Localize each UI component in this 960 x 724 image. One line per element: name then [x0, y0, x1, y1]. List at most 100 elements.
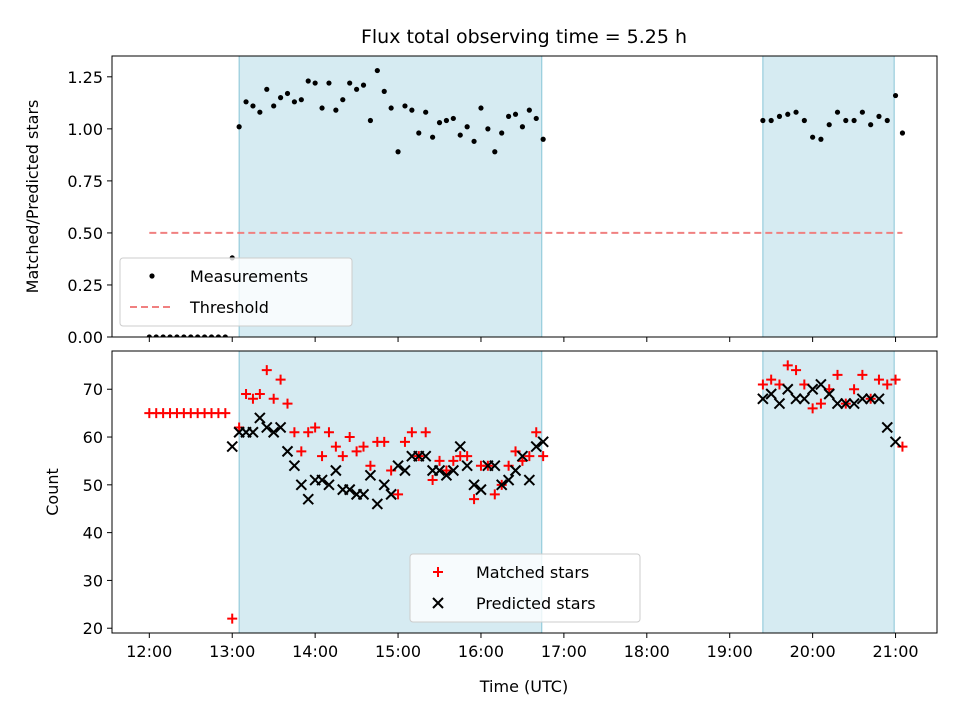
measurement-point	[305, 78, 311, 84]
top-y-axis-label: Matched/Predicted stars	[23, 100, 42, 294]
matched-star-point	[406, 427, 417, 438]
measurement-point	[793, 109, 799, 115]
measurement-point	[388, 105, 394, 111]
measurement-point	[899, 130, 906, 136]
predicted-star-point	[261, 421, 273, 434]
predicted-star-point	[509, 464, 522, 477]
matched-star-point	[890, 374, 901, 385]
predicted-star-point	[288, 460, 301, 472]
matched-star-point	[344, 432, 355, 443]
x-tick-label: 17:00	[541, 642, 587, 661]
measurement-point	[374, 67, 380, 74]
bottom-y-tick-label: 70	[83, 380, 103, 399]
matched-star-point	[227, 613, 238, 624]
x-tick-label: 16:00	[458, 642, 504, 661]
bottom-y-tick-label: 60	[83, 428, 103, 447]
matched-star-point	[268, 393, 279, 404]
matched-star-point	[849, 384, 860, 395]
measurement-point	[785, 111, 791, 117]
predicted-star-point	[226, 440, 238, 453]
legend-label: Matched stars	[476, 563, 589, 582]
predicted-star-point	[537, 436, 549, 448]
x-tick-label: 18:00	[624, 642, 670, 661]
top-y-tick-label: 0.50	[67, 224, 103, 243]
measurement-point	[533, 115, 539, 122]
measurement-point	[540, 136, 546, 142]
measurement-point	[859, 109, 865, 115]
bottom-panel: 20 30 40 50 60 70 12:00 13:00 14:00 15:00 16:00 17:…	[43, 350, 938, 661]
measurement-point	[153, 334, 159, 337]
measurement-point	[208, 334, 215, 337]
predicted-star-point	[323, 479, 335, 491]
measurement-point	[167, 334, 173, 337]
measurement-point	[506, 113, 512, 119]
legend-label: Threshold	[189, 298, 269, 317]
predicted-star-point	[530, 440, 542, 453]
measurement-point	[526, 107, 532, 113]
predicted-star-point	[765, 388, 777, 400]
measurement-point	[485, 126, 491, 132]
measurement-point	[236, 124, 242, 130]
matched-star-point	[393, 489, 404, 500]
predicted-star-point	[495, 479, 508, 491]
legend-box	[409, 553, 641, 623]
measurement-point	[201, 334, 208, 337]
predicted-star-point	[889, 436, 902, 448]
predicted-star-point	[392, 460, 404, 472]
matched-star-point	[538, 451, 549, 462]
predicted-star-point	[848, 397, 860, 410]
measurement-point	[188, 334, 194, 337]
predicted-star-point	[798, 393, 811, 405]
predicted-star-point	[357, 488, 370, 501]
measurement-point	[264, 86, 270, 92]
measurement-point	[436, 120, 443, 126]
measurement-point	[367, 117, 374, 124]
measurement-point	[319, 105, 325, 111]
predicted-star-point	[399, 464, 411, 477]
measurement-point	[519, 124, 526, 130]
measurement-point	[423, 109, 429, 115]
predicted-star-point	[454, 440, 466, 453]
measurement-point	[834, 109, 841, 115]
predicted-star-point	[881, 421, 893, 434]
measurement-point	[776, 113, 783, 119]
predicted-star-point	[468, 479, 480, 491]
matched-star-point	[427, 475, 438, 486]
matched-star-point	[517, 455, 528, 466]
top-points	[146, 67, 906, 337]
matched-star-point	[337, 451, 348, 462]
predicted-star-point	[385, 488, 397, 501]
chart-title: Flux total observing time = 5.25 h	[361, 26, 687, 48]
top-y-tick-label: 0.00	[67, 328, 103, 347]
matched-star-point	[275, 374, 286, 385]
measurement-point	[430, 134, 436, 140]
predicted-star-point	[343, 483, 356, 496]
matched-star-point	[857, 369, 868, 380]
measurement-point	[277, 95, 284, 101]
matched-star-point	[462, 451, 473, 462]
matched-star-point	[757, 379, 768, 390]
measurement-point	[892, 92, 899, 99]
matched-star-point	[220, 408, 231, 419]
x-tick-label: 15:00	[375, 642, 421, 661]
measurement-point	[160, 334, 166, 337]
matched-star-point	[531, 427, 542, 438]
matched-star-point	[469, 494, 480, 505]
measurement-point	[222, 334, 228, 337]
measurement-point	[471, 138, 477, 144]
measurement-point	[768, 117, 774, 124]
matched-star-point	[873, 374, 884, 385]
predicted-star-point	[364, 469, 377, 481]
measurement-point	[284, 90, 291, 97]
matched-star-point	[448, 455, 459, 466]
measurement-point	[868, 122, 874, 128]
measurement-point	[876, 113, 882, 119]
measurement-point	[457, 132, 463, 138]
matched-star-point	[330, 441, 341, 452]
predicted-star-point	[864, 393, 877, 405]
matched-star-point	[807, 403, 818, 414]
predicted-star-point	[295, 479, 308, 491]
measurement-point	[760, 117, 766, 124]
matched-star-point	[317, 451, 328, 462]
